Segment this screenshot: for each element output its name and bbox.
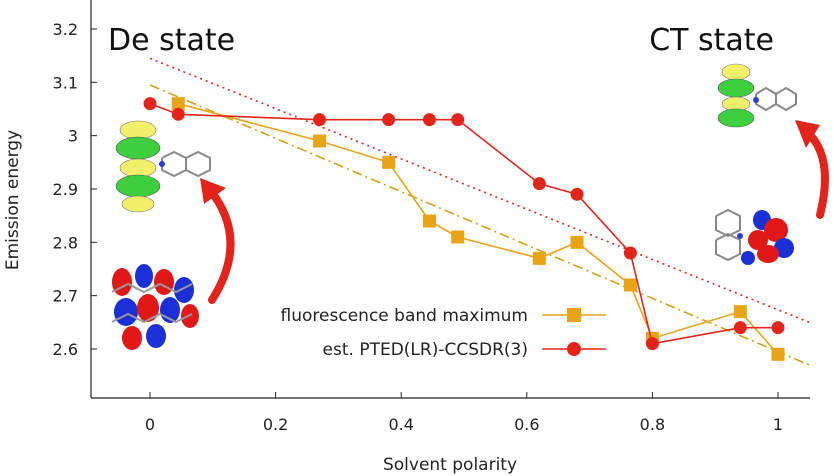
y-tick-label: 2.9 [53, 180, 78, 199]
x-tick-label: 0.4 [388, 415, 413, 434]
de-state-curved-arrow [206, 186, 235, 304]
x-axis-label: Solvent polarity [383, 455, 517, 475]
ct-state-homo-orbital-image [717, 63, 797, 128]
y-tick-label: 3 [68, 127, 78, 146]
data-point-fluorescence [313, 134, 327, 148]
ct-state-lumo-orbital-image [715, 208, 794, 265]
x-tick-label: 0 [145, 415, 155, 434]
data-point-pted [733, 321, 747, 335]
data-point-pted [570, 187, 584, 201]
axis-ticks: 0 0.2 0.4 0.6 0.8 1 2.6 2.7 2.8 2.9 3 3.1 3.2 [53, 20, 784, 434]
y-tick-label: 2.6 [53, 340, 78, 359]
de-state-homo-orbital-image [115, 120, 211, 213]
y-axis-label: Emission energy [3, 130, 23, 270]
data-point-pted [313, 113, 327, 127]
data-point-pted [771, 321, 785, 335]
legend-marker-fluorescence [567, 308, 581, 322]
data-point-fluorescence [171, 97, 185, 111]
data-point-pted [143, 97, 157, 111]
x-tick-label: 1 [773, 415, 783, 434]
y-tick-label: 3.1 [53, 73, 78, 92]
data-point-pted [422, 113, 436, 127]
data-point-fluorescence [771, 347, 785, 361]
data-point-fluorescence [451, 230, 465, 244]
y-tick-label: 2.7 [53, 287, 78, 306]
series-line-pted [149, 102, 778, 345]
legend-label-pted: est. PTED(LR)-CCSDR(3) [323, 340, 528, 360]
legend-marker-pted [567, 342, 581, 356]
data-series [143, 97, 785, 361]
legend: fluorescence band maximum est. PTED(LR)-… [281, 306, 606, 360]
ct-state-arrow-head-icon [795, 120, 820, 148]
data-point-fluorescence [422, 214, 436, 228]
data-point-fluorescence [733, 305, 747, 319]
de-state-lumo-orbital-image [111, 264, 199, 350]
data-point-fluorescence [570, 235, 584, 249]
data-point-pted [171, 107, 185, 121]
legend-label-fluorescence: fluorescence band maximum [281, 306, 528, 326]
ct-state-label: CT state [649, 23, 774, 58]
y-tick-label: 2.8 [53, 233, 78, 252]
data-point-pted [623, 246, 637, 260]
data-point-pted [645, 337, 659, 351]
data-point-fluorescence [532, 251, 546, 265]
y-tick-label: 3.2 [53, 20, 78, 39]
data-point-pted [382, 113, 396, 127]
fit-lines [149, 57, 810, 366]
x-tick-label: 0.8 [640, 415, 665, 434]
x-tick-label: 0.6 [514, 415, 539, 434]
data-point-fluorescence [623, 278, 637, 292]
de-state-arrow-head-icon [200, 178, 226, 204]
data-point-fluorescence [382, 155, 396, 169]
de-state-label: De state [108, 23, 235, 58]
x-tick-label: 0.2 [263, 415, 288, 434]
data-point-pted [451, 113, 465, 127]
data-point-pted [532, 177, 546, 191]
pted-fit-line [149, 57, 810, 324]
